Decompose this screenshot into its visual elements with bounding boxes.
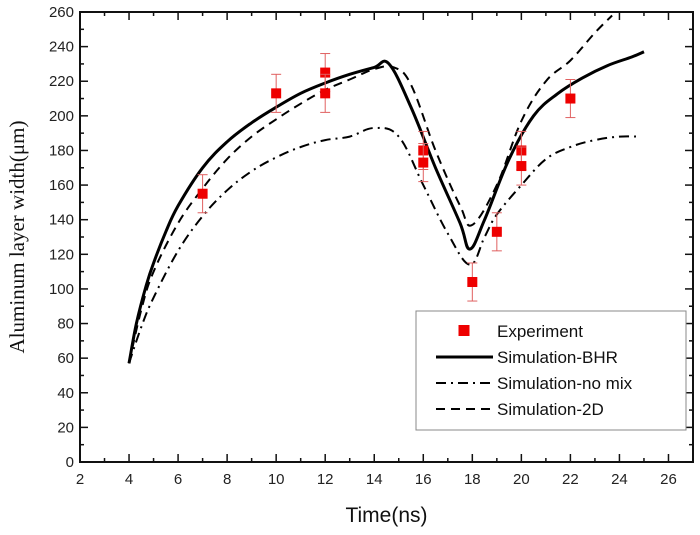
legend: Experiment Simulation-BHR Simulation-no mi…	[415, 310, 687, 431]
y-tick-label: 20	[57, 419, 74, 436]
experiment-point	[418, 143, 429, 183]
y-axis-title: Aluminum layer width(μm)	[5, 121, 29, 354]
experiment-point	[565, 79, 576, 119]
experiment-point	[271, 73, 282, 113]
experiment-point	[467, 262, 478, 302]
legend-label: Simulation-no mix	[497, 374, 633, 393]
x-tick-label: 20	[513, 471, 530, 488]
tick-labels: 2 4 6 8 10 12 14 16 18 20 22 24 26020406080100120140…	[49, 4, 677, 488]
y-tick-label: 240	[49, 39, 74, 56]
data-point	[320, 67, 331, 78]
y-tick-label: 120	[49, 246, 74, 263]
y-tick-label: 100	[49, 281, 74, 298]
data-point	[271, 88, 282, 99]
experiment-point	[197, 174, 208, 214]
y-tick-label: 0	[66, 454, 74, 471]
legend-marker	[458, 325, 470, 336]
data-point	[418, 157, 429, 168]
experiment-markers	[197, 53, 576, 302]
y-tick-label: 180	[49, 142, 74, 159]
x-tick-label: 16	[415, 471, 432, 488]
x-tick-label: 18	[464, 471, 481, 488]
x-tick-label: 6	[174, 471, 182, 488]
axis-ticks	[79, 11, 694, 463]
x-tick-label: 24	[611, 471, 628, 488]
data-point	[467, 277, 478, 287]
y-tick-label: 200	[49, 108, 74, 125]
x-tick-label: 26	[660, 471, 677, 488]
x-axis-title: Time(ns)	[345, 504, 427, 527]
x-tick-label: 14	[366, 471, 383, 488]
x-tick-label: 12	[317, 471, 334, 488]
series-line-simulation-no-mix	[128, 126, 640, 364]
series-line-simulation-2d	[128, 14, 613, 364]
legend-label: Simulation-2D	[497, 400, 604, 419]
series-line-simulation-bhr	[127, 50, 645, 364]
y-tick-label: 220	[49, 73, 74, 90]
y-tick-label: 260	[49, 4, 74, 21]
x-tick-label: 2	[76, 471, 84, 488]
y-tick-label: 140	[49, 212, 74, 229]
legend-label: Simulation-BHR	[497, 348, 618, 367]
data-point	[516, 161, 527, 172]
y-tick-label: 60	[57, 350, 74, 367]
data-point	[491, 226, 502, 237]
experiment-point	[516, 146, 527, 186]
experiment-point	[320, 73, 331, 113]
y-tick-label: 80	[57, 316, 74, 333]
x-tick-label: 22	[562, 471, 579, 488]
data-point	[565, 93, 576, 104]
data-point	[320, 88, 331, 99]
x-tick-label: 4	[125, 471, 133, 488]
y-tick-label: 40	[57, 385, 74, 402]
legend-label: Experiment	[497, 322, 583, 341]
series-lines	[127, 14, 645, 364]
x-tick-label: 8	[223, 471, 231, 488]
data-point	[197, 188, 208, 199]
experiment-point	[491, 212, 502, 252]
x-tick-label: 10	[268, 471, 285, 488]
y-tick-label: 160	[49, 177, 74, 194]
